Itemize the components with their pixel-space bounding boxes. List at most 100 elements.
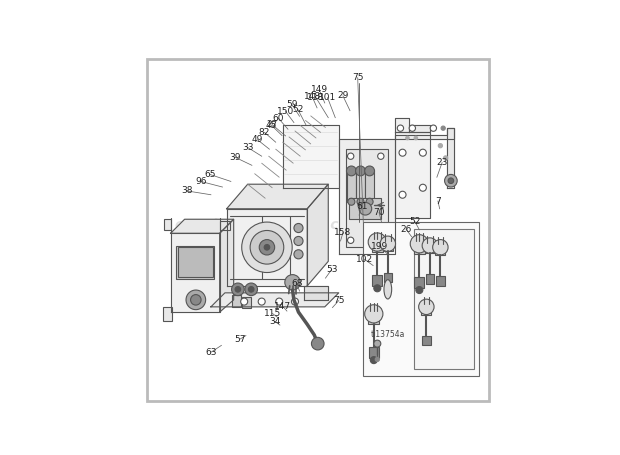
Circle shape <box>374 285 381 292</box>
Circle shape <box>399 191 406 198</box>
Bar <box>414 277 424 288</box>
Bar <box>365 170 374 202</box>
Circle shape <box>231 283 244 296</box>
Bar <box>422 336 430 345</box>
Bar <box>363 222 479 376</box>
Circle shape <box>311 337 324 350</box>
Circle shape <box>419 149 427 156</box>
Polygon shape <box>395 118 409 131</box>
Text: 39: 39 <box>229 153 241 162</box>
Text: 59: 59 <box>286 100 298 109</box>
Circle shape <box>357 198 364 205</box>
Circle shape <box>438 144 443 148</box>
Text: 57: 57 <box>234 334 246 344</box>
Circle shape <box>365 166 374 176</box>
Circle shape <box>241 298 247 305</box>
Bar <box>232 294 241 307</box>
Circle shape <box>370 357 378 364</box>
Circle shape <box>409 125 415 131</box>
Polygon shape <box>170 233 219 312</box>
Bar <box>384 273 392 282</box>
Text: 33: 33 <box>242 143 254 152</box>
Text: 68: 68 <box>291 279 303 288</box>
Text: 199: 199 <box>371 242 388 251</box>
Bar <box>369 347 379 358</box>
Bar <box>242 297 251 308</box>
Circle shape <box>397 125 404 131</box>
Bar <box>163 307 172 321</box>
Circle shape <box>186 290 206 310</box>
Text: 101: 101 <box>319 93 336 102</box>
Bar <box>177 248 213 277</box>
Circle shape <box>347 166 356 176</box>
Bar <box>372 242 383 252</box>
Circle shape <box>242 222 292 273</box>
Polygon shape <box>339 139 395 254</box>
Text: 26: 26 <box>401 225 412 233</box>
Text: 75: 75 <box>352 73 363 82</box>
Bar <box>426 274 434 284</box>
Circle shape <box>418 299 434 314</box>
Text: 147: 147 <box>274 302 291 311</box>
Circle shape <box>430 125 436 131</box>
Circle shape <box>359 202 372 215</box>
Circle shape <box>245 283 257 296</box>
Text: 65: 65 <box>204 170 216 179</box>
Circle shape <box>419 184 427 191</box>
Text: 148: 148 <box>304 92 321 101</box>
Text: 38: 38 <box>181 187 192 195</box>
Polygon shape <box>219 219 234 312</box>
Circle shape <box>249 287 254 292</box>
Polygon shape <box>170 219 234 233</box>
Text: 70: 70 <box>373 208 385 217</box>
Circle shape <box>380 236 396 252</box>
Circle shape <box>258 298 265 305</box>
Text: 96: 96 <box>195 177 206 186</box>
Text: 61: 61 <box>356 202 368 211</box>
Bar <box>356 170 365 202</box>
Circle shape <box>441 126 445 130</box>
Circle shape <box>348 237 354 243</box>
Text: 158: 158 <box>334 228 352 237</box>
Circle shape <box>291 298 298 305</box>
Circle shape <box>190 294 201 305</box>
Polygon shape <box>448 128 454 188</box>
Circle shape <box>422 238 438 253</box>
Bar <box>368 314 379 324</box>
Bar <box>436 276 445 286</box>
Circle shape <box>276 298 283 305</box>
Bar <box>176 246 215 279</box>
Bar <box>435 248 445 255</box>
Circle shape <box>405 136 409 140</box>
Polygon shape <box>283 125 339 188</box>
Text: eReplacementParts.com: eReplacementParts.com <box>174 217 363 232</box>
Circle shape <box>416 287 423 293</box>
Text: 63: 63 <box>205 348 217 357</box>
Bar <box>349 198 381 219</box>
Text: 49: 49 <box>252 135 263 144</box>
Bar <box>164 219 170 230</box>
Text: 7: 7 <box>435 197 441 206</box>
Circle shape <box>399 149 406 156</box>
Bar <box>347 170 356 202</box>
Circle shape <box>356 166 365 176</box>
Bar <box>414 244 425 253</box>
Circle shape <box>433 240 448 255</box>
Text: 23: 23 <box>436 158 448 167</box>
Polygon shape <box>227 184 328 209</box>
Text: 29: 29 <box>337 91 348 101</box>
Circle shape <box>378 153 384 159</box>
Polygon shape <box>227 209 308 286</box>
Polygon shape <box>395 128 454 139</box>
Circle shape <box>443 156 448 160</box>
Circle shape <box>366 198 373 205</box>
Bar <box>383 244 392 252</box>
Circle shape <box>264 244 270 250</box>
Text: 52: 52 <box>409 217 420 226</box>
Circle shape <box>259 240 275 255</box>
Polygon shape <box>211 293 339 307</box>
Circle shape <box>375 357 379 362</box>
Text: 45: 45 <box>266 121 277 130</box>
Circle shape <box>365 305 383 323</box>
Text: 150: 150 <box>277 107 294 116</box>
